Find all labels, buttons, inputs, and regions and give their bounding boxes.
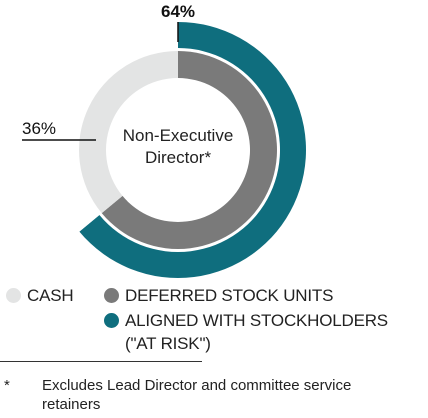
donut-chart: 64% 36% Non-Executive Director* (22, 2, 307, 278)
center-label-line: Director* (145, 148, 212, 167)
legend-item-cash: CASH (6, 284, 74, 307)
footnote-marker: * (4, 377, 10, 394)
legend-label-aligned-with-stockholders: ALIGNED WITH STOCKHOLDERS ("AT RISK") (125, 311, 388, 353)
legend-label-cash: CASH (27, 286, 74, 305)
legend: CASH DEFERRED STOCK UNITS ALIGNED WITH S… (0, 282, 428, 355)
footnote-text: Excludes Lead Director and committee ser… (42, 377, 352, 413)
center-label: Non-Executive Director* (123, 126, 234, 167)
legend-item-aligned-with-stockholders: ALIGNED WITH STOCKHOLDERS ("AT RISK") (104, 309, 388, 355)
inner-ring-slice-0 (101, 51, 277, 250)
cash-swatch-icon (6, 288, 21, 303)
deferred-stock-units-swatch-icon (104, 288, 119, 303)
center-label-line: Non-Executive (123, 126, 234, 145)
outer-ring-slice-0 (79, 22, 307, 278)
footnote-divider (0, 361, 202, 362)
inner-data-label: 36% (22, 119, 56, 138)
inner-ring-slice-1 (79, 51, 178, 214)
aligned-with-stockholders-swatch-icon (104, 313, 119, 328)
legend-item-deferred-stock-units: DEFERRED STOCK UNITS (104, 284, 333, 307)
legend-label-deferred-stock-units: DEFERRED STOCK UNITS (125, 286, 334, 305)
slices-layer (50, 22, 307, 278)
outer-data-label: 64% (161, 2, 195, 21)
outer-ring-slice-1 (50, 22, 178, 232)
